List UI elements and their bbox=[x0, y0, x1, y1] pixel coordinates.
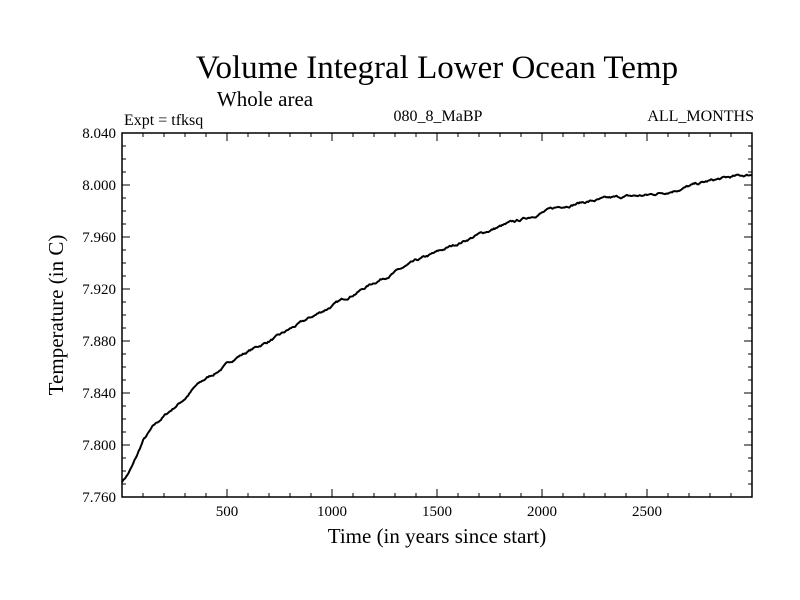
chart-subtitle: Whole area bbox=[217, 87, 314, 111]
x-tick-label: 1500 bbox=[422, 504, 452, 520]
y-tick-label: 7.960 bbox=[82, 230, 116, 246]
x-tick-label: 1000 bbox=[317, 504, 347, 520]
y-axis: 7.760 7.800 7.840 7.880 7.920 7.960 8.000 8.040 bbox=[82, 126, 752, 506]
x-axis-label: Time (in years since start) bbox=[328, 524, 547, 548]
y-tick-label: 8.040 bbox=[82, 126, 116, 142]
y-tick-label: 7.920 bbox=[82, 282, 116, 298]
chart-title: Volume Integral Lower Ocean Temp bbox=[196, 50, 678, 86]
x-tick-label: 2000 bbox=[527, 504, 557, 520]
y-tick-label: 7.840 bbox=[82, 386, 116, 402]
experiment-label: Expt = tfksq bbox=[124, 112, 203, 129]
run-label: 080_8_MaBP bbox=[394, 108, 483, 125]
y-tick-label: 7.800 bbox=[82, 438, 116, 454]
plot-frame bbox=[121, 132, 753, 498]
y-axis-label: Temperature (in C) bbox=[44, 235, 68, 396]
y-tick-label: 7.880 bbox=[82, 334, 116, 350]
months-label: ALL_MONTHS bbox=[647, 108, 754, 125]
x-tick-label: 500 bbox=[216, 504, 239, 520]
y-tick-label: 8.000 bbox=[82, 178, 116, 194]
temperature-series-line bbox=[121, 173, 753, 483]
y-tick-label: 7.760 bbox=[82, 490, 116, 506]
x-axis: 500 1000 1500 2000 2500 bbox=[142, 133, 732, 520]
x-tick-label: 2500 bbox=[632, 504, 662, 520]
